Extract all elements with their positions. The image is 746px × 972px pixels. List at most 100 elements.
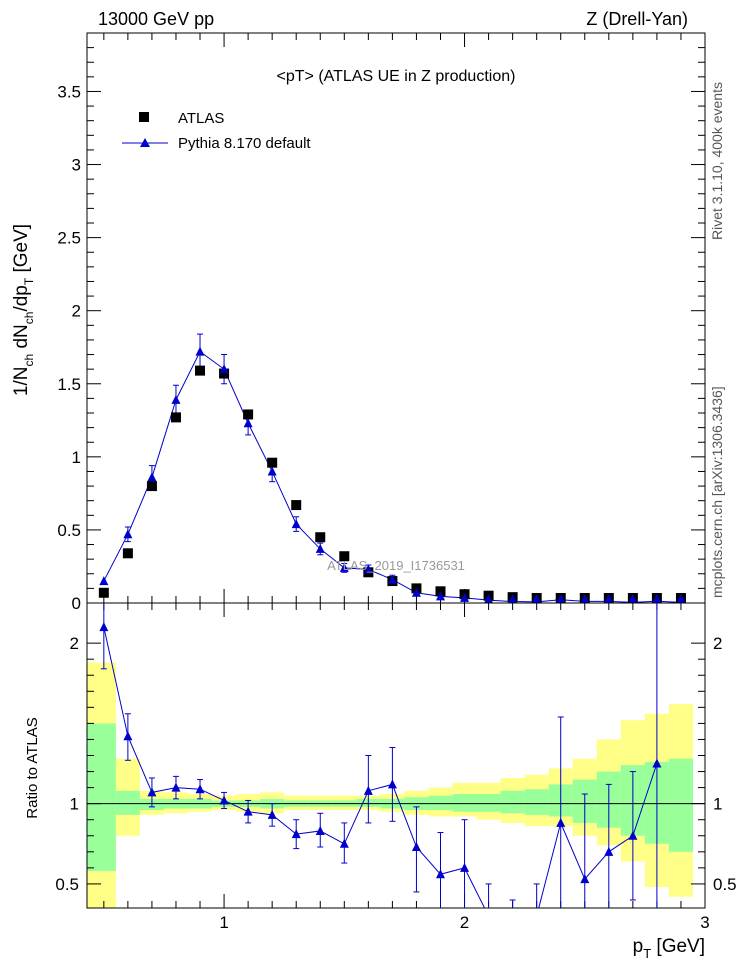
main-y-tick-label: 2 — [72, 302, 81, 321]
ratio-marker — [267, 809, 277, 819]
plot-title: <pT> (ATLAS UE in Z production) — [277, 68, 516, 85]
pythia-marker — [315, 543, 325, 553]
main-y-axis-label-part: 1/N — [11, 367, 32, 397]
pythia-marker — [195, 346, 205, 356]
ratio-marker — [580, 874, 590, 884]
pythia-marker — [460, 592, 470, 602]
ratio-y-ticks: 0.5 0.5 1 1 2 2 — [55, 634, 736, 894]
pythia-marker — [123, 529, 133, 539]
mcplots-label: mcplots.cern.ch [arXiv:1306.3436] — [709, 386, 725, 598]
ratio-marker — [435, 869, 445, 879]
header-right: Z (Drell-Yan) — [586, 9, 688, 29]
pythia-marker — [652, 594, 662, 603]
ratio-marker — [387, 779, 397, 789]
ratio-plot: 0.5 0.5 1 1 2 2 1 2 3 Ratio to ATLAS pT [GeV] — [24, 602, 737, 961]
main-y-tick-label: 0 — [72, 594, 81, 613]
pythia-marker — [435, 591, 445, 601]
pythia-marker — [99, 576, 109, 586]
legend: ATLAS Pythia 8.170 default — [122, 110, 311, 152]
ratio-marker — [604, 846, 614, 856]
main-y-axis-label-part: ch — [22, 312, 36, 325]
main-plot: 0 0.5 1 1.5 2 2.5 3 3.5 <pT> (ATLAS UE in Z pro… — [11, 32, 706, 613]
ratio-y-tick-label: 0.5 — [55, 875, 79, 894]
main-y-tick-label: 3 — [72, 156, 81, 175]
atlas-marker — [170, 412, 181, 423]
ratio-y-tick-label-right: 0.5 — [713, 875, 737, 894]
ratio-x-tick-label: 3 — [700, 913, 709, 932]
main-y-tick-label: 1.5 — [57, 375, 81, 394]
main-y-axis-label-part: T — [22, 277, 36, 285]
pythia-marker — [508, 594, 518, 603]
main-y-axis-label-part: dN — [11, 324, 32, 354]
main-y-axis-label-part: [GeV] — [11, 224, 32, 278]
watermark: ATLAS_2019_I1736531 — [327, 558, 465, 573]
main-y-tick-label: 2.5 — [57, 229, 81, 248]
pythia-marker — [484, 594, 494, 603]
pythia-marker — [676, 594, 686, 603]
main-y-axis-label-part: /dp — [11, 285, 32, 311]
ratio-marker — [99, 622, 109, 632]
main-y-tick-label: 0.5 — [57, 521, 81, 540]
pythia-marker — [411, 587, 421, 597]
ratio-marker — [243, 806, 253, 816]
pythia-marker — [628, 594, 638, 603]
main-y-tick-label: 1 — [72, 448, 81, 467]
green-band-segment — [115, 790, 140, 815]
x-axis-label-part: [GeV] — [651, 936, 705, 957]
ratio-y-tick-label: 1 — [70, 795, 79, 814]
main-y-ticks: 0 0.5 1 1.5 2 2.5 3 3.5 — [57, 47, 705, 613]
ratio-marker — [219, 795, 229, 805]
ratio-series — [99, 603, 662, 908]
ratio-bands — [87, 662, 705, 908]
green-band-segment — [500, 790, 525, 814]
x-axis-label-part: T — [643, 946, 651, 961]
pythia-marker — [339, 562, 349, 572]
main-y-axis-label: 1/Nch dNch/dpT [GeV] — [11, 224, 36, 396]
ratio-marker — [315, 825, 325, 835]
ratio-marker — [556, 817, 566, 827]
atlas-marker — [339, 551, 350, 562]
legend-label-pythia: Pythia 8.170 default — [178, 135, 311, 152]
rivet-label: Rivet 3.1.10, 400k events — [709, 82, 725, 240]
ratio-marker — [123, 731, 133, 741]
green-band-segment — [87, 723, 116, 872]
ratio-y-tick-label-right: 1 — [713, 795, 722, 814]
pythia-marker — [147, 472, 157, 482]
ratio-marker — [628, 830, 638, 840]
atlas-marker — [291, 500, 302, 511]
green-band-segment — [668, 758, 693, 852]
ratio-marker — [411, 842, 421, 851]
ratio-y-tick-label: 2 — [70, 634, 79, 653]
ratio-marker — [147, 787, 157, 797]
ratio-marker — [460, 862, 470, 872]
atlas-marker — [435, 586, 446, 597]
pythia-marker — [363, 564, 373, 574]
ratio-y-tick-label-right: 2 — [713, 634, 722, 653]
green-band-segment — [428, 795, 453, 811]
atlas-marker — [122, 548, 133, 559]
green-band-segment — [524, 789, 549, 815]
pythia-marker — [219, 364, 229, 374]
atlas-marker — [146, 481, 157, 492]
ratio-marker — [339, 838, 349, 848]
main-y-axis-label-part: ch — [22, 354, 36, 367]
x-axis-label: pT [GeV] — [633, 936, 705, 961]
header-left: 13000 GeV pp — [98, 9, 214, 29]
atlas-marker — [315, 532, 326, 543]
atlas-marker — [219, 368, 230, 379]
atlas-marker — [267, 457, 278, 468]
ratio-marker — [171, 782, 181, 792]
pythia-marker — [243, 418, 253, 428]
pythia-marker — [580, 594, 590, 603]
ratio-marker — [363, 785, 373, 795]
pythia-marker — [267, 466, 277, 476]
pythia-marker — [387, 574, 397, 584]
ratio-marker — [291, 829, 301, 839]
pythia-marker — [604, 594, 614, 603]
pythia-marker — [532, 594, 542, 603]
main-series — [98, 333, 686, 603]
main-y-tick-label: 3.5 — [57, 82, 81, 101]
legend-label-atlas: ATLAS — [178, 110, 224, 127]
ratio-marker — [195, 784, 205, 794]
